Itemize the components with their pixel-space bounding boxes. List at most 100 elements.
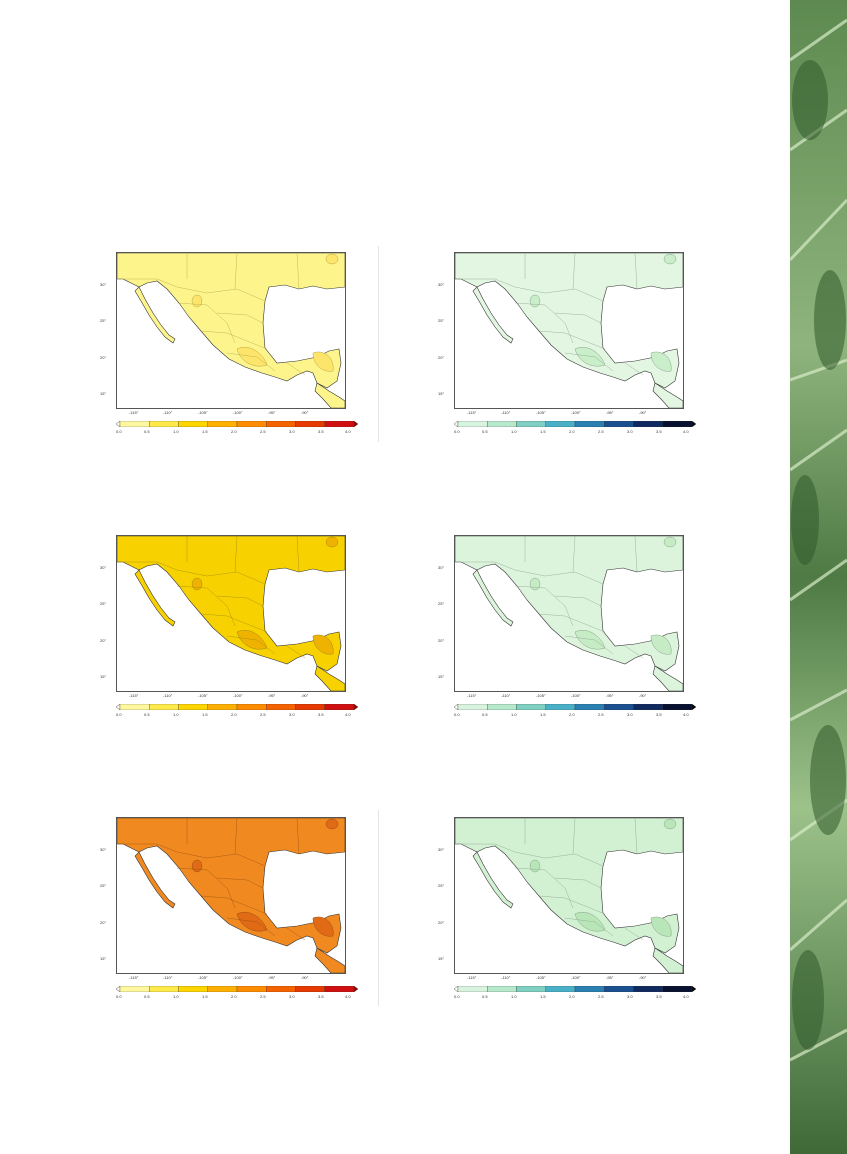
colorbar-tick-label: 1.0 bbox=[173, 429, 179, 434]
colorbar-tick-label: 4.0 bbox=[345, 994, 351, 999]
colorbar-tick-label: 2.0 bbox=[569, 994, 575, 999]
latitude-label: 30° bbox=[100, 282, 107, 287]
colorbar-tick-label: 1.5 bbox=[202, 712, 208, 717]
longitude-label: -100° bbox=[571, 410, 581, 415]
colorbar-tick-label: 1.5 bbox=[540, 429, 546, 434]
colorbar bbox=[454, 704, 696, 710]
mexico-map bbox=[454, 535, 684, 692]
colorbar-tick-label: 3.0 bbox=[289, 994, 295, 999]
longitude-label: -95° bbox=[268, 693, 276, 698]
mexico-map bbox=[116, 535, 346, 692]
latitude-label: 15° bbox=[438, 956, 445, 961]
longitude-label: -110° bbox=[163, 693, 173, 698]
colorbar-tick-label: 0.5 bbox=[482, 712, 488, 717]
longitude-label: -95° bbox=[606, 693, 614, 698]
latitude-label: 20° bbox=[100, 355, 107, 360]
longitude-label: -115° bbox=[467, 410, 477, 415]
latitude-label: 25° bbox=[438, 601, 445, 606]
mexico-map bbox=[454, 817, 684, 974]
latitude-label: 25° bbox=[100, 883, 107, 888]
colorbar bbox=[116, 421, 358, 427]
colorbar-tick-label: 1.5 bbox=[540, 712, 546, 717]
longitude-label: -115° bbox=[467, 693, 477, 698]
longitude-label: -95° bbox=[268, 975, 276, 980]
colorbar-tick-label: 2.0 bbox=[231, 994, 237, 999]
colorbar-tick-label: 4.0 bbox=[345, 712, 351, 717]
longitude-label: -115° bbox=[129, 975, 139, 980]
latitude-label: 30° bbox=[100, 565, 107, 570]
latitude-label: 20° bbox=[438, 355, 445, 360]
colorbar-tick-label: 2.5 bbox=[598, 712, 604, 717]
colorbar-tick-label: 1.0 bbox=[511, 994, 517, 999]
longitude-label: -100° bbox=[233, 410, 243, 415]
colorbar-tick-label: 3.5 bbox=[656, 994, 662, 999]
colorbar-tick-label: 0.0 bbox=[116, 712, 122, 717]
column-divider bbox=[378, 246, 379, 442]
colorbar-tick-label: 1.0 bbox=[173, 712, 179, 717]
colorbar-tick-label: 0.5 bbox=[144, 712, 150, 717]
colorbar-tick-label: 0.5 bbox=[482, 429, 488, 434]
colorbar bbox=[454, 421, 696, 427]
latitude-label: 15° bbox=[100, 956, 107, 961]
longitude-label: -95° bbox=[606, 410, 614, 415]
colorbar bbox=[116, 704, 358, 710]
longitude-label: -115° bbox=[467, 975, 477, 980]
colorbar-tick-label: 4.0 bbox=[345, 429, 351, 434]
latitude-label: 30° bbox=[438, 282, 445, 287]
longitude-label: -115° bbox=[129, 693, 139, 698]
colorbar-tick-label: 3.0 bbox=[627, 429, 633, 434]
longitude-label: -105° bbox=[536, 693, 546, 698]
latitude-label: 25° bbox=[438, 883, 445, 888]
longitude-label: -105° bbox=[198, 410, 208, 415]
colorbar-tick-label: 3.5 bbox=[318, 712, 324, 717]
longitude-label: -90° bbox=[639, 975, 647, 980]
colorbar-tick-label: 2.0 bbox=[569, 429, 575, 434]
map-panel-3: 30° 25° 20° 15° -115° -110° -105° -100° -95° -90°… bbox=[100, 531, 358, 731]
latitude-label: 30° bbox=[438, 565, 445, 570]
map-panel-1: 30° 25° 20° 15° -115° -110° -105° -100° -95° -90°… bbox=[100, 248, 358, 448]
colorbar-tick-label: 3.5 bbox=[318, 429, 324, 434]
colorbar-tick-label: 0.0 bbox=[454, 994, 460, 999]
longitude-label: -105° bbox=[198, 975, 208, 980]
longitude-label: -105° bbox=[198, 693, 208, 698]
colorbar-tick-label: 2.0 bbox=[231, 712, 237, 717]
colorbar-tick-label: 0.0 bbox=[454, 429, 460, 434]
side-foliage-photo bbox=[790, 0, 847, 1154]
colorbar-tick-label: 1.0 bbox=[173, 994, 179, 999]
longitude-label: -115° bbox=[129, 410, 139, 415]
colorbar-tick-label: 1.5 bbox=[202, 429, 208, 434]
colorbar-tick-label: 1.5 bbox=[540, 994, 546, 999]
longitude-label: -100° bbox=[571, 975, 581, 980]
longitude-label: -90° bbox=[301, 975, 309, 980]
colorbar-tick-label: 4.0 bbox=[683, 429, 689, 434]
colorbar-tick-label: 2.5 bbox=[260, 712, 266, 717]
longitude-label: -90° bbox=[301, 693, 309, 698]
mexico-map bbox=[454, 252, 684, 409]
colorbar-tick-label: 0.5 bbox=[144, 429, 150, 434]
latitude-label: 30° bbox=[100, 847, 107, 852]
map-panel-5: 30° 25° 20° 15° -115° -110° -105° -100° -95° -90°… bbox=[100, 813, 358, 1013]
latitude-label: 30° bbox=[438, 847, 445, 852]
latitude-label: 25° bbox=[438, 318, 445, 323]
latitude-label: 20° bbox=[438, 638, 445, 643]
colorbar-tick-label: 1.0 bbox=[511, 712, 517, 717]
colorbar-tick-label: 4.0 bbox=[683, 994, 689, 999]
latitude-label: 15° bbox=[100, 391, 107, 396]
colorbar-tick-label: 0.0 bbox=[454, 712, 460, 717]
latitude-label: 25° bbox=[100, 601, 107, 606]
map-panel-2: 30° 25° 20° 15° -115° -110° -105° -100° -95° -90°… bbox=[438, 248, 696, 448]
colorbar-tick-label: 3.5 bbox=[318, 994, 324, 999]
colorbar bbox=[454, 986, 696, 992]
colorbar-tick-label: 2.5 bbox=[598, 994, 604, 999]
colorbar-tick-label: 2.5 bbox=[260, 994, 266, 999]
longitude-label: -100° bbox=[233, 693, 243, 698]
latitude-label: 20° bbox=[100, 920, 107, 925]
colorbar-tick-label: 0.5 bbox=[482, 994, 488, 999]
longitude-label: -95° bbox=[268, 410, 276, 415]
colorbar-tick-label: 3.5 bbox=[656, 712, 662, 717]
longitude-label: -95° bbox=[606, 975, 614, 980]
colorbar-tick-label: 3.0 bbox=[627, 712, 633, 717]
mexico-map bbox=[116, 817, 346, 974]
map-panel-6: 30° 25° 20° 15° -115° -110° -105° -100° -95° -90°… bbox=[438, 813, 696, 1013]
longitude-label: -100° bbox=[233, 975, 243, 980]
